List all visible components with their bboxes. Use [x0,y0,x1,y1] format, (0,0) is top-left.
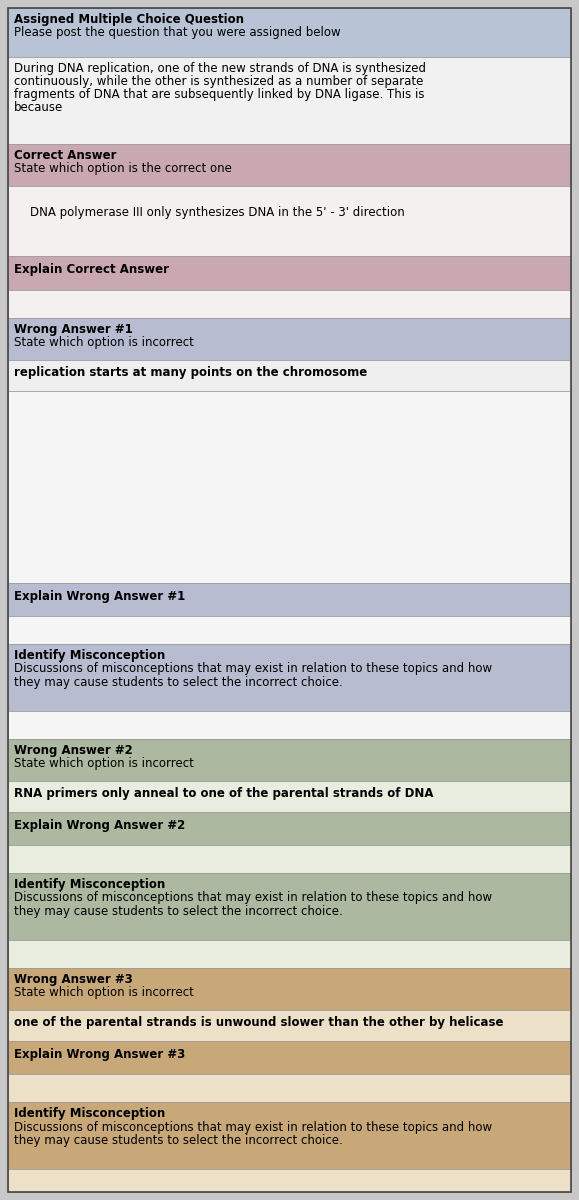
Bar [8,1169,571,1192]
Text: fragments of DNA that are subsequently linked by DNA ligase. This is: fragments of DNA that are subsequently l… [14,88,424,101]
Bar [8,739,571,781]
Bar [8,710,571,739]
Bar [8,968,571,1010]
Bar [8,289,571,318]
Bar [8,257,571,289]
Text: Correct Answer: Correct Answer [14,149,116,162]
Text: State which option is incorrect: State which option is incorrect [14,336,194,349]
Bar [8,845,571,874]
Text: Explain Wrong Answer #1: Explain Wrong Answer #1 [14,589,185,602]
Text: because: because [14,101,63,114]
Bar [8,1103,571,1169]
Text: Wrong Answer #1: Wrong Answer #1 [14,323,133,336]
Text: Wrong Answer #2: Wrong Answer #2 [14,744,133,757]
Text: Identify Misconception: Identify Misconception [14,649,165,662]
Text: Discussions of misconceptions that may exist in relation to these topics and how: Discussions of misconceptions that may e… [14,892,492,905]
Bar [8,874,571,940]
Text: Explain Wrong Answer #2: Explain Wrong Answer #2 [14,818,185,832]
Bar [8,360,571,391]
Text: Explain Wrong Answer #3: Explain Wrong Answer #3 [14,1048,185,1061]
Text: Discussions of misconceptions that may exist in relation to these topics and how: Discussions of misconceptions that may e… [14,662,492,676]
Bar [8,318,571,360]
Text: Identify Misconception: Identify Misconception [14,1108,165,1121]
Text: Please post the question that you were assigned below: Please post the question that you were a… [14,26,340,40]
Text: they may cause students to select the incorrect choice.: they may cause students to select the in… [14,905,343,918]
Bar [8,56,571,144]
Text: one of the parental strands is unwound slower than the other by helicase: one of the parental strands is unwound s… [14,1016,504,1030]
Bar [8,616,571,644]
Bar [8,583,571,616]
Text: Wrong Answer #3: Wrong Answer #3 [14,973,133,986]
Text: DNA polymerase III only synthesizes DNA in the 5' - 3' direction: DNA polymerase III only synthesizes DNA … [30,206,405,218]
Text: Discussions of misconceptions that may exist in relation to these topics and how: Discussions of misconceptions that may e… [14,1121,492,1134]
Bar [8,781,571,812]
Text: Explain Correct Answer: Explain Correct Answer [14,263,169,276]
Bar [8,1040,571,1074]
Text: RNA primers only anneal to one of the parental strands of DNA: RNA primers only anneal to one of the pa… [14,787,434,800]
Text: During DNA replication, one of the new strands of DNA is synthesized: During DNA replication, one of the new s… [14,61,426,74]
Bar [8,1010,571,1040]
Bar [8,940,571,968]
Text: State which option is the correct one: State which option is the correct one [14,162,232,175]
Bar [8,186,571,257]
Bar [8,644,571,710]
Bar [8,1074,571,1103]
Text: they may cause students to select the incorrect choice.: they may cause students to select the in… [14,1134,343,1147]
Text: State which option is incorrect: State which option is incorrect [14,757,194,770]
Text: continuously, while the other is synthesized as a number of separate: continuously, while the other is synthes… [14,74,423,88]
Text: replication starts at many points on the chromosome: replication starts at many points on the… [14,366,367,379]
Text: State which option is incorrect: State which option is incorrect [14,986,194,1000]
Bar [8,812,571,845]
Bar [8,391,571,583]
Text: Assigned Multiple Choice Question: Assigned Multiple Choice Question [14,13,244,26]
Text: Identify Misconception: Identify Misconception [14,878,165,892]
Bar [8,8,571,56]
Text: they may cause students to select the incorrect choice.: they may cause students to select the in… [14,676,343,689]
Bar [8,144,571,186]
